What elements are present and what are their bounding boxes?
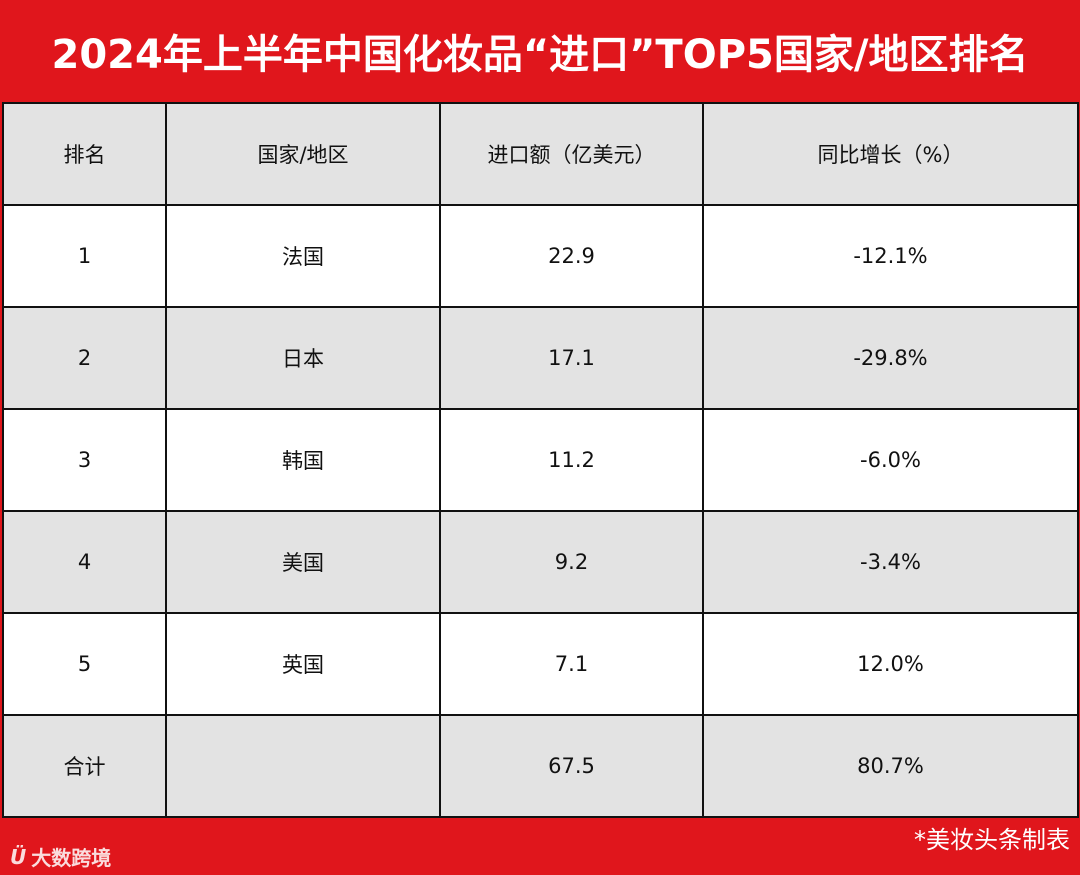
total-label-cell: 合计	[2, 714, 167, 818]
country-cell: 英国	[165, 612, 441, 716]
table-header-row: 排名 国家/地区 进口额（亿美元） 同比增长（%）	[2, 102, 1079, 206]
country-cell: 韩国	[165, 408, 441, 512]
amount-cell: 9.2	[439, 510, 704, 614]
total-growth-cell: 80.7%	[702, 714, 1079, 818]
page-title: 2024年上半年中国化妆品“进口”TOP5国家/地区排名	[51, 32, 1029, 78]
amount-cell: 17.1	[439, 306, 704, 410]
growth-cell: 12.0%	[702, 612, 1079, 716]
total-amount-cell: 67.5	[439, 714, 704, 818]
table-row: 1 法国 22.9 -12.1%	[2, 204, 1079, 308]
country-cell: 日本	[165, 306, 441, 410]
table-total-row: 合计 67.5 80.7%	[2, 714, 1079, 818]
source-credit: *美妆头条制表	[914, 826, 1070, 854]
rank-cell: 3	[2, 408, 167, 512]
rank-cell: 2	[2, 306, 167, 410]
rank-cell: 1	[2, 204, 167, 308]
amount-cell: 11.2	[439, 408, 704, 512]
rank-cell: 5	[2, 612, 167, 716]
ranking-table: 排名 国家/地区 进口额（亿美元） 同比增长（%） 1 法国 22.9 -12.…	[2, 102, 1079, 818]
footer-bar: Ü 大数跨境 *美妆头条制表	[0, 806, 1080, 875]
header-amount: 进口额（亿美元）	[439, 102, 704, 206]
rank-cell: 4	[2, 510, 167, 614]
growth-cell: -29.8%	[702, 306, 1079, 410]
header-country: 国家/地区	[165, 102, 441, 206]
table-row: 4 美国 9.2 -3.4%	[2, 510, 1079, 614]
growth-cell: -3.4%	[702, 510, 1079, 614]
table-row: 3 韩国 11.2 -6.0%	[2, 408, 1079, 512]
brand-logo-text: 大数跨境	[31, 846, 112, 870]
total-country-cell	[165, 714, 441, 818]
growth-cell: -6.0%	[702, 408, 1079, 512]
amount-cell: 22.9	[439, 204, 704, 308]
brand-logo-icon: Ü	[10, 844, 26, 869]
amount-cell: 7.1	[439, 612, 704, 716]
country-cell: 美国	[165, 510, 441, 614]
table-row: 5 英国 7.1 12.0%	[2, 612, 1079, 716]
growth-cell: -12.1%	[702, 204, 1079, 308]
country-cell: 法国	[165, 204, 441, 308]
header-rank: 排名	[2, 102, 167, 206]
header-growth: 同比增长（%）	[702, 102, 1079, 206]
table-row: 2 日本 17.1 -29.8%	[2, 306, 1079, 410]
brand-logo: Ü 大数跨境	[10, 842, 111, 871]
